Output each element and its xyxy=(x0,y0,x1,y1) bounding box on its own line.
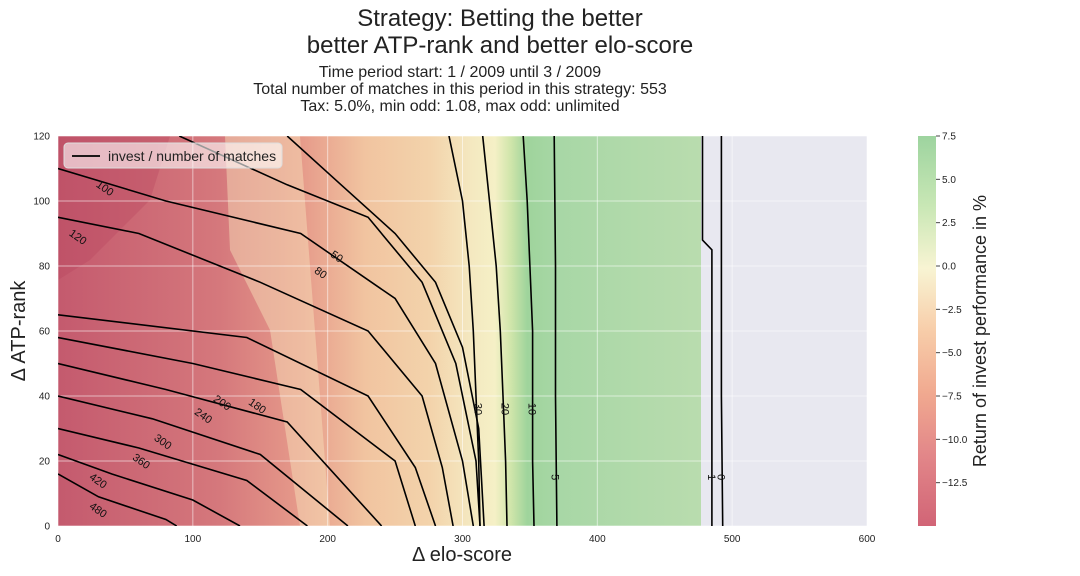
x-tick-label: 600 xyxy=(859,534,876,545)
y-axis-label: Δ ATP-rank xyxy=(8,280,30,382)
y-tick-label: 0 xyxy=(44,522,50,533)
contour-label: 5 xyxy=(549,474,561,480)
colorbar-label: Return of invest performance in % xyxy=(970,195,990,467)
y-tick-label: 60 xyxy=(39,327,51,338)
x-tick-label: 100 xyxy=(184,534,201,545)
y-tick-label: 80 xyxy=(39,262,51,273)
y-tick-label: 20 xyxy=(39,457,51,468)
y-tick-label: 120 xyxy=(33,132,50,143)
x-tick-label: 500 xyxy=(724,534,741,545)
contour-label: 0 xyxy=(714,474,726,480)
colorbar-tick-label: −12.5 xyxy=(942,478,968,489)
legend: invest / number of matches xyxy=(64,143,282,168)
colorbar-tick-label: 0.0 xyxy=(942,262,956,273)
colorbar-tick-label: 5.0 xyxy=(942,175,956,186)
colorbar-tick-label: 7.5 xyxy=(942,132,956,143)
contour-label: 20 xyxy=(499,403,511,415)
colorbar xyxy=(918,136,936,526)
colorbar-tick-label: −2.5 xyxy=(942,305,962,316)
y-tick-label: 100 xyxy=(33,197,50,208)
legend-entry-label: invest / number of matches xyxy=(108,148,276,164)
colorbar-tick-label: −10.0 xyxy=(942,435,968,446)
x-tick-label: 400 xyxy=(589,534,606,545)
colorbar-tick-label: −5.0 xyxy=(942,348,962,359)
contour-label: 10 xyxy=(526,403,538,415)
x-axis-label: Δ elo-score xyxy=(412,544,512,566)
x-tick-label: 200 xyxy=(319,534,336,545)
y-tick-label: 40 xyxy=(39,392,51,403)
colorbar-tick-label: −7.5 xyxy=(942,392,962,403)
colorbar-tick-label: 2.5 xyxy=(942,218,956,229)
contour-label: 30 xyxy=(472,403,484,415)
x-tick-label: 0 xyxy=(55,534,61,545)
